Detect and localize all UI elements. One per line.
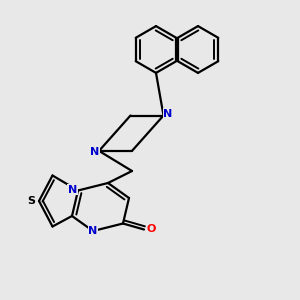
Text: N: N — [88, 226, 98, 236]
Text: S: S — [28, 196, 35, 206]
Text: N: N — [164, 109, 172, 119]
Text: N: N — [68, 184, 77, 195]
Text: N: N — [90, 147, 99, 157]
Text: O: O — [147, 224, 156, 235]
